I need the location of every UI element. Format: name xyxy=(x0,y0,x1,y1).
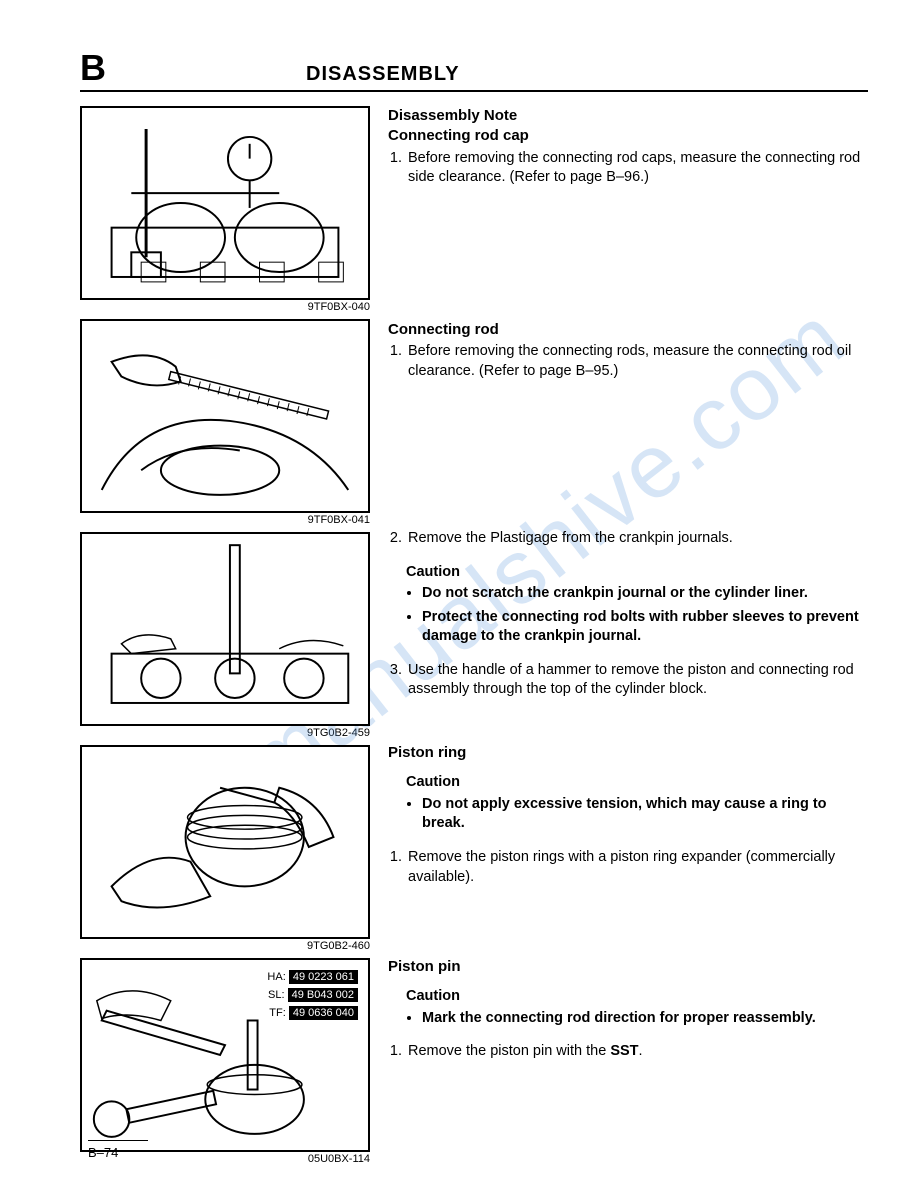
sec4-cautions: Mark the connecting rod direction for pr… xyxy=(406,1009,868,1029)
figure-1 xyxy=(80,106,370,300)
page-header: B DISASSEMBLY xyxy=(80,50,868,92)
sec2-title: Connecting rod xyxy=(388,320,868,340)
sec1-list: Before removing the connecting rod caps,… xyxy=(388,149,868,188)
sec2-cautions: Do not scratch the crankpin journal or t… xyxy=(406,584,868,647)
fig5-tf-code: 49 0636 040 xyxy=(289,1006,358,1020)
sec3-list: Remove the piston rings with a piston ri… xyxy=(388,848,868,887)
sec2-list1: Before removing the connecting rods, mea… xyxy=(388,342,868,381)
fig5-sl-label: SL: xyxy=(268,989,285,1001)
sec4-list: Remove the piston pin with the SST. xyxy=(388,1042,868,1062)
sec2-item1: Before removing the connecting rods, mea… xyxy=(406,342,868,381)
sec4-item1-post: . xyxy=(639,1043,643,1059)
note-title: Disassembly Note xyxy=(388,106,868,126)
sec3-title: Piston ring xyxy=(388,743,868,763)
sec3-caution1: Do not apply excessive tension, which ma… xyxy=(422,795,868,834)
fig5-ha-label: HA: xyxy=(267,971,285,983)
text-column: Disassembly Note Connecting rod cap Befo… xyxy=(388,106,868,1171)
sec3-cautions: Do not apply excessive tension, which ma… xyxy=(406,795,868,834)
sec2-caution1: Do not scratch the crankpin journal or t… xyxy=(422,584,868,604)
figure-1-caption: 9TF0BX-040 xyxy=(80,301,370,313)
sec4-item1-pre: Remove the piston pin with the xyxy=(408,1043,610,1059)
sec2-item2: Remove the Plastigage from the crankpin … xyxy=(406,529,868,549)
figure-3-caption: 9TG0B2-459 xyxy=(80,727,370,739)
fig5-ha-code: 49 0223 061 xyxy=(289,970,358,984)
sec2-item3: Use the handle of a hammer to remove the… xyxy=(406,661,868,700)
sec3-caution-label: Caution xyxy=(406,773,868,793)
figure-5: HA: 49 0223 061 SL: 49 B043 002 TF: 49 0… xyxy=(80,958,370,1152)
figure-4-caption: 9TG0B2-460 xyxy=(80,940,370,952)
fig5-tf-label: TF: xyxy=(269,1007,286,1019)
sec2-list2: Remove the Plastigage from the crankpin … xyxy=(388,529,868,549)
figures-column: 9TF0BX-040 xyxy=(80,106,370,1171)
sec4-item1: Remove the piston pin with the SST. xyxy=(406,1042,868,1062)
sec2-list3: Use the handle of a hammer to remove the… xyxy=(388,661,868,700)
sec2-caution2: Protect the connecting rod bolts with ru… xyxy=(422,608,868,647)
sec4-title: Piston pin xyxy=(388,957,868,977)
page-number: B–74 xyxy=(88,1140,148,1160)
content-area: 9TF0BX-040 xyxy=(80,106,868,1171)
figure-4 xyxy=(80,745,370,939)
figure-2-caption: 9TF0BX-041 xyxy=(80,514,370,526)
sec1-title: Connecting rod cap xyxy=(388,126,868,146)
page: manualshive.com B DISASSEMBLY xyxy=(0,0,918,1188)
sec4-caution-label: Caution xyxy=(406,987,868,1007)
fig5-sl-code: 49 B043 002 xyxy=(288,988,358,1002)
sec3-item1: Remove the piston rings with a piston ri… xyxy=(406,848,868,887)
section-letter: B xyxy=(80,50,106,86)
figure-3 xyxy=(80,532,370,726)
sec2-caution-label: Caution xyxy=(406,563,868,583)
sec4-item1-bold: SST xyxy=(610,1043,638,1059)
figure-2 xyxy=(80,319,370,513)
sec4-caution1: Mark the connecting rod direction for pr… xyxy=(422,1009,868,1029)
sec1-item1: Before removing the connecting rod caps,… xyxy=(406,149,868,188)
page-title: DISASSEMBLY xyxy=(306,63,460,86)
